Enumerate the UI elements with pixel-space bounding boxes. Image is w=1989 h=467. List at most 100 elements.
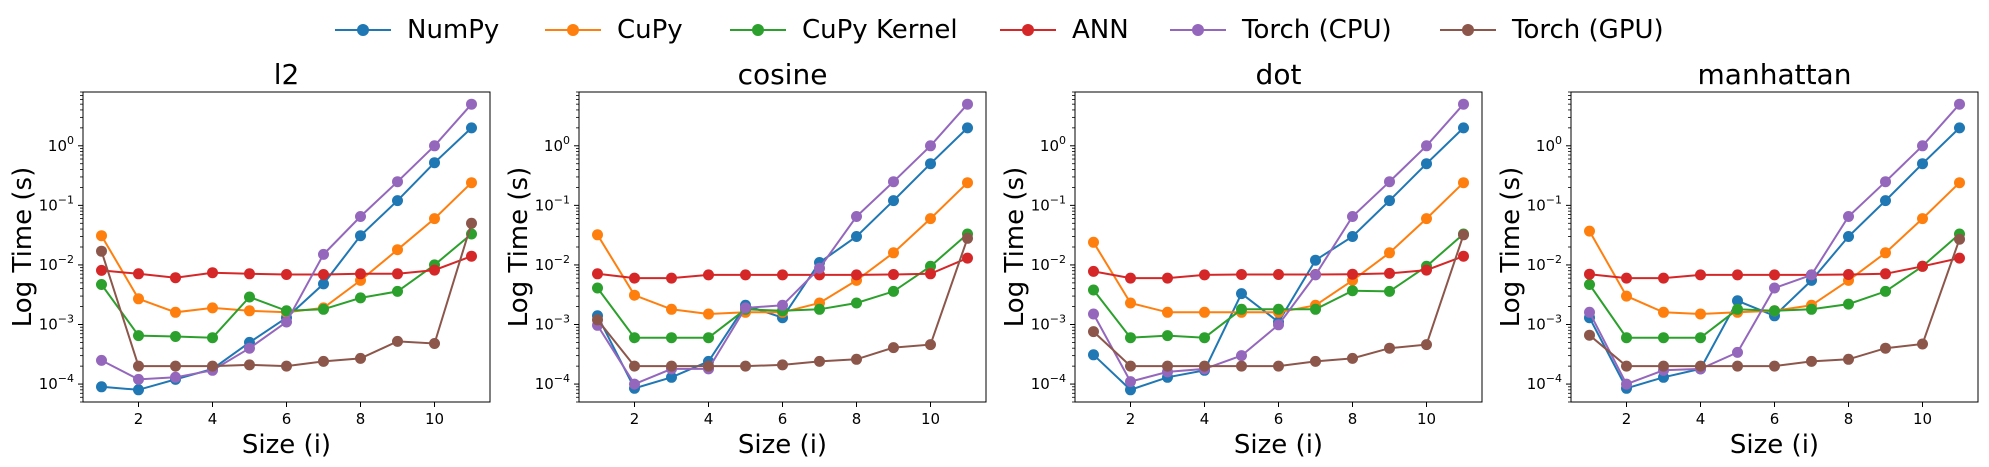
legend-marker <box>730 24 786 36</box>
data-point <box>666 371 677 383</box>
data-point <box>1384 342 1395 354</box>
data-point <box>888 195 899 207</box>
x-tick-label: 2 <box>1126 410 1136 428</box>
legend-item-cupy: CuPy <box>545 10 683 50</box>
data-point <box>1125 376 1136 388</box>
data-point <box>1584 279 1595 290</box>
y-tick-label: 10−2 <box>1527 253 1562 274</box>
data-point <box>666 332 677 344</box>
x-tick-label: 8 <box>356 410 366 428</box>
chart-dot: dot Size (i) Log Time (s) 2 4 6 8 10 10−4 10−3 10−… <box>1000 58 1483 460</box>
data-point <box>1384 176 1395 188</box>
series-ann <box>1088 250 1469 284</box>
data-point <box>466 98 477 110</box>
x-tick-label: 4 <box>1696 410 1706 428</box>
data-point <box>1732 346 1743 358</box>
data-point <box>1732 269 1743 281</box>
data-point <box>814 355 825 367</box>
data-point <box>1162 306 1173 318</box>
y-tick-label: 10−2 <box>1031 253 1066 274</box>
data-point <box>777 269 788 281</box>
data-point <box>851 269 862 281</box>
data-point <box>392 176 403 188</box>
data-point <box>925 140 936 152</box>
legend-label: CuPy Kernel <box>802 15 958 45</box>
data-point <box>1347 268 1358 280</box>
data-point <box>133 360 144 372</box>
data-point <box>1273 269 1284 280</box>
series-ann <box>592 252 973 284</box>
series-cupy <box>1584 177 1965 320</box>
data-point <box>851 297 862 309</box>
y-tick-label: 10−2 <box>535 253 570 274</box>
data-point <box>740 360 751 372</box>
data-point <box>1843 298 1854 310</box>
x-tick-label: 10 <box>425 410 444 428</box>
data-point <box>592 268 603 280</box>
data-point <box>244 268 255 280</box>
series-line <box>596 127 969 390</box>
data-point <box>318 248 329 260</box>
series-cupy <box>1088 177 1469 318</box>
y-tick-label: 10−1 <box>1031 193 1066 214</box>
data-point <box>1954 122 1965 134</box>
data-point <box>1088 349 1099 361</box>
x-tick-label: 8 <box>852 410 862 428</box>
x-axis-label: Size (i) <box>1730 430 1819 460</box>
legend-label: Torch (CPU) <box>1242 15 1392 45</box>
series-line <box>1588 103 1961 386</box>
data-point <box>962 232 973 244</box>
data-point <box>133 293 144 305</box>
data-point <box>777 359 788 371</box>
data-point <box>592 282 603 294</box>
data-point <box>96 279 107 290</box>
y-tick-label: 10−4 <box>1527 372 1562 393</box>
data-point <box>888 269 899 280</box>
data-point <box>133 330 144 342</box>
data-point <box>1236 350 1247 362</box>
y-axis-label: Log Time (s) <box>8 167 38 327</box>
data-point <box>1621 332 1632 344</box>
y-tick-label: 10−2 <box>39 253 74 274</box>
data-point <box>170 306 181 318</box>
data-point <box>1310 254 1321 266</box>
data-point <box>355 211 366 222</box>
data-point <box>1273 319 1284 331</box>
data-point <box>318 269 329 280</box>
series-ann <box>96 250 477 284</box>
data-point <box>1421 339 1432 351</box>
x-axis-label: Size (i) <box>242 430 331 460</box>
data-point <box>466 122 477 134</box>
series-cupy-kernel <box>96 228 477 344</box>
data-point <box>1880 176 1891 188</box>
data-point <box>814 262 825 274</box>
data-point <box>1658 332 1669 344</box>
data-point <box>1162 330 1173 342</box>
data-point <box>1384 285 1395 297</box>
chart-l2: l2 Size (i) Log Time (s) 2 4 6 8 10 10−4 10−3 10−2… <box>8 58 491 460</box>
data-point <box>1199 306 1210 318</box>
data-point <box>1458 98 1469 110</box>
data-point <box>1806 355 1817 367</box>
data-point <box>170 371 181 383</box>
data-point <box>466 250 477 262</box>
data-point <box>1584 306 1595 318</box>
x-tick-label: 8 <box>1844 410 1854 428</box>
data-point <box>1806 269 1817 281</box>
data-point <box>1658 306 1669 318</box>
data-point <box>1199 332 1210 344</box>
data-point <box>1088 308 1099 320</box>
data-point <box>133 384 144 396</box>
series-ann <box>1584 252 1965 284</box>
x-tick-label: 10 <box>1417 410 1436 428</box>
data-point <box>207 302 218 314</box>
data-point <box>1769 282 1780 294</box>
data-point <box>429 264 440 276</box>
data-point <box>466 177 477 189</box>
data-point <box>962 122 973 134</box>
data-point <box>318 355 329 367</box>
data-point <box>1769 305 1780 317</box>
series-line <box>1092 103 1465 383</box>
data-point <box>133 268 144 280</box>
legend-marker <box>1000 24 1056 36</box>
